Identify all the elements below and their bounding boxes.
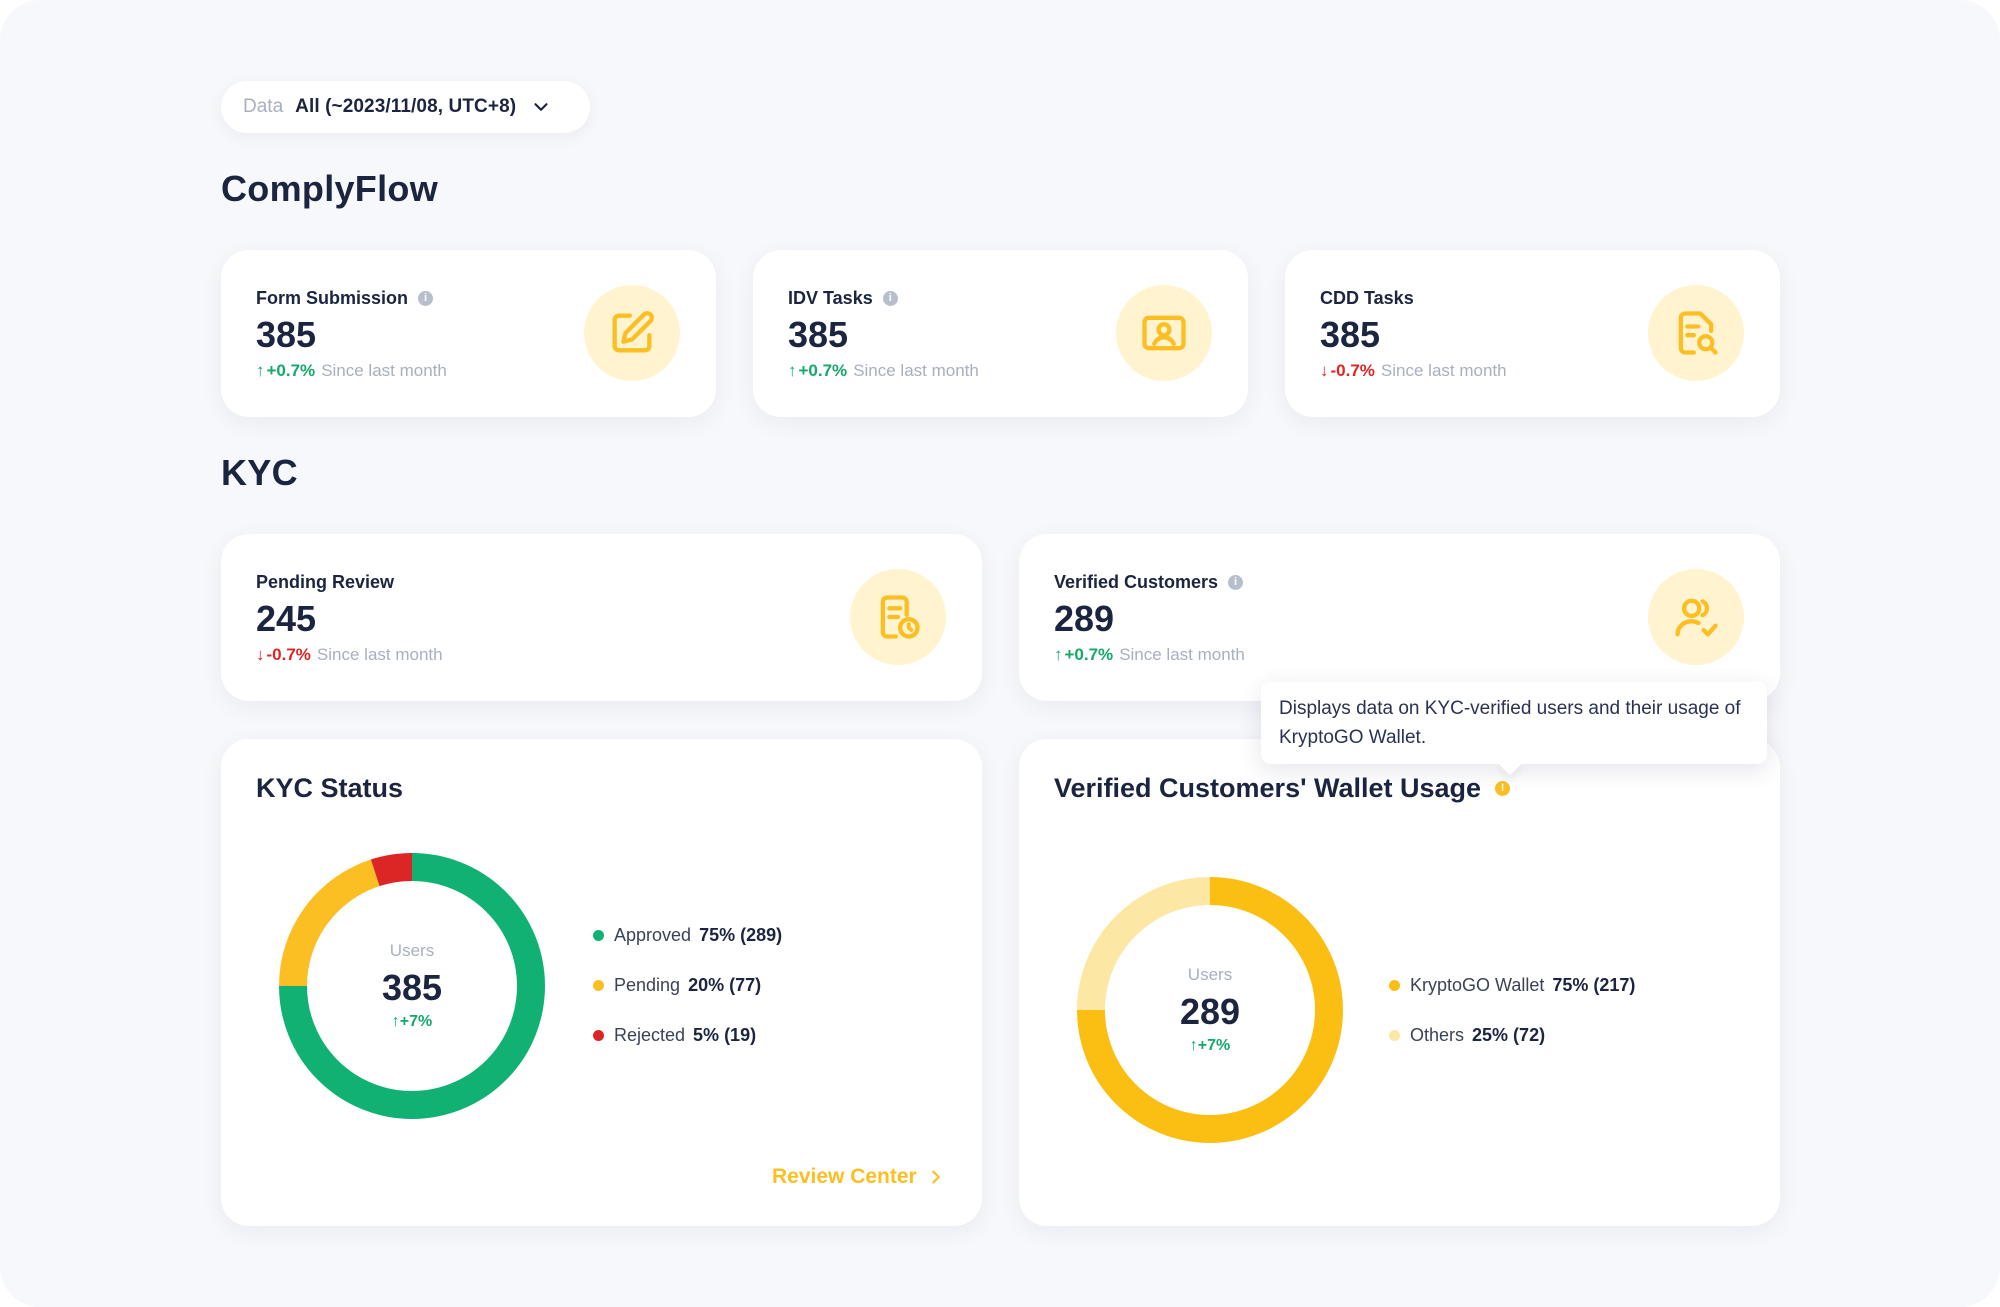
legend-dot xyxy=(593,1029,604,1041)
legend-label: Approved xyxy=(614,924,692,945)
chart-title: KYC Status xyxy=(256,773,404,803)
legend-dot xyxy=(1389,1029,1400,1041)
info-icon[interactable]: i xyxy=(882,291,898,306)
kyc-section-title: KYC xyxy=(221,452,298,493)
review-center-label: Review Center xyxy=(772,1165,917,1188)
stat-delta: -0.7% xyxy=(1330,361,1375,380)
stat-delta: -0.7% xyxy=(266,645,311,664)
document-search-icon xyxy=(1648,285,1744,381)
stat-delta: +0.7% xyxy=(798,361,848,380)
verified-customers-card[interactable]: Verified Customers i 289 ↑ +0.7% Since last… xyxy=(1019,534,1780,701)
legend-dot xyxy=(593,929,604,941)
edit-icon xyxy=(584,285,680,381)
stat-value: 385 xyxy=(256,314,317,355)
legend-label: Pending xyxy=(614,974,681,995)
legend-label: Rejected xyxy=(614,1024,686,1045)
stat-value: 245 xyxy=(256,598,317,639)
donut-slice-others[interactable] xyxy=(1077,877,1211,1011)
legend-label: Others xyxy=(1410,1024,1465,1045)
chevron-right-icon xyxy=(931,1170,940,1184)
complyflow-section-title: ComplyFlow xyxy=(221,168,438,209)
stat-name: Verified Customers xyxy=(1054,572,1219,592)
form-submission-card[interactable]: Form Submission i 385 ↑ +0.7% Since last mo… xyxy=(221,250,716,417)
wallet-usage-tooltip: Displays data on KYC-verified users and … xyxy=(1261,682,1767,776)
legend-item: Others 25% (72) xyxy=(1389,1010,1635,1060)
stat-value: 289 xyxy=(1054,598,1115,639)
stat-delta: +0.7% xyxy=(266,361,316,380)
center-delta: ↑+7% xyxy=(1189,1037,1231,1054)
stat-name: IDV Tasks xyxy=(788,288,873,308)
donut-slice-approved[interactable] xyxy=(279,853,545,1119)
kyc-status-donut-chart xyxy=(279,853,545,1119)
chevron-down-icon xyxy=(534,103,548,111)
filter-label: Data xyxy=(243,96,284,117)
stat-value: 385 xyxy=(788,314,849,355)
center-label: Users xyxy=(1187,965,1233,984)
info-icon[interactable]: i xyxy=(418,291,434,306)
donut-slice-pending[interactable] xyxy=(279,859,380,987)
stat-since: Since last month xyxy=(853,361,979,380)
center-value: 385 xyxy=(381,967,443,1008)
stat-delta: +0.7% xyxy=(1064,645,1114,664)
filter-value: All (~2023/11/08, UTC+8) xyxy=(295,96,517,117)
stat-since: Since last month xyxy=(316,645,443,664)
legend-value: 5% (19) xyxy=(693,1024,757,1045)
document-clock-icon xyxy=(850,569,946,665)
legend-value: 75% (289) xyxy=(699,924,783,945)
legend-dot xyxy=(1389,979,1400,991)
center-value: 289 xyxy=(1179,991,1241,1032)
donut-slice-kryptogo-wallet[interactable] xyxy=(1077,877,1343,1143)
stat-value: 385 xyxy=(1320,314,1381,355)
pending-review-card[interactable]: Pending Review 245 ↓ -0.7% Since last mont… xyxy=(221,534,982,701)
stat-name: Pending Review xyxy=(256,572,395,592)
legend-value: 25% (72) xyxy=(1472,1024,1546,1045)
kyc-status-card: KYC Status Users 385 ↑+7% Approved 75% (2… xyxy=(221,739,982,1226)
legend-item: Rejected 5% (19) xyxy=(593,1010,782,1060)
stat-name: Form Submission xyxy=(256,288,409,308)
kyc-status-legend: Approved 75% (289) Pending 20% (77) Rejected… xyxy=(593,910,782,1060)
id-card-icon xyxy=(1116,285,1212,381)
wallet-usage-donut-chart xyxy=(1077,877,1343,1143)
donut-slice-rejected[interactable] xyxy=(370,853,413,887)
stat-since: Since last month xyxy=(321,361,447,380)
legend-item: Approved 75% (289) xyxy=(593,910,782,960)
wallet-usage-legend: KryptoGO Wallet 75% (217) Others 25% (72) xyxy=(1389,960,1635,1060)
stat-since: Since last month xyxy=(1119,645,1245,664)
review-center-link[interactable]: Review Center xyxy=(772,1165,947,1189)
legend-value: 75% (217) xyxy=(1552,974,1636,995)
users-check-icon xyxy=(1648,569,1744,665)
legend-item: Pending 20% (77) xyxy=(593,960,782,1010)
arrow-down-icon: ↓ xyxy=(1320,361,1329,380)
legend-value: 20% (77) xyxy=(688,974,762,995)
info-icon[interactable]: ! xyxy=(1495,781,1511,796)
stat-since: Since last month xyxy=(1380,361,1507,380)
arrow-up-icon: ↑ xyxy=(256,361,265,380)
legend-label: KryptoGO Wallet xyxy=(1410,974,1545,995)
legend-dot xyxy=(593,979,604,991)
stat-name: CDD Tasks xyxy=(1320,288,1414,308)
legend-item: KryptoGO Wallet 75% (217) xyxy=(1389,960,1635,1010)
arrow-up-icon: ↑ xyxy=(1054,645,1063,664)
center-delta: ↑+7% xyxy=(391,1013,433,1030)
info-icon[interactable]: i xyxy=(1228,575,1244,590)
center-label: Users xyxy=(389,941,435,960)
tooltip-text: Displays data on KYC-verified users and … xyxy=(1279,698,1741,748)
idv-tasks-card[interactable]: IDV Tasks i 385 ↑ +0.7% Since last month xyxy=(753,250,1248,417)
chart-title: Verified Customers' Wallet Usage xyxy=(1054,773,1482,803)
arrow-down-icon: ↓ xyxy=(256,645,265,664)
cdd-tasks-card[interactable]: CDD Tasks 385 ↓ -0.7% Since last month xyxy=(1285,250,1780,417)
data-filter-dropdown[interactable]: Data All (~2023/11/08, UTC+8) xyxy=(221,81,590,133)
arrow-up-icon: ↑ xyxy=(788,361,797,380)
wallet-usage-card: Verified Customers' Wallet Usage! Users … xyxy=(1019,739,1780,1226)
